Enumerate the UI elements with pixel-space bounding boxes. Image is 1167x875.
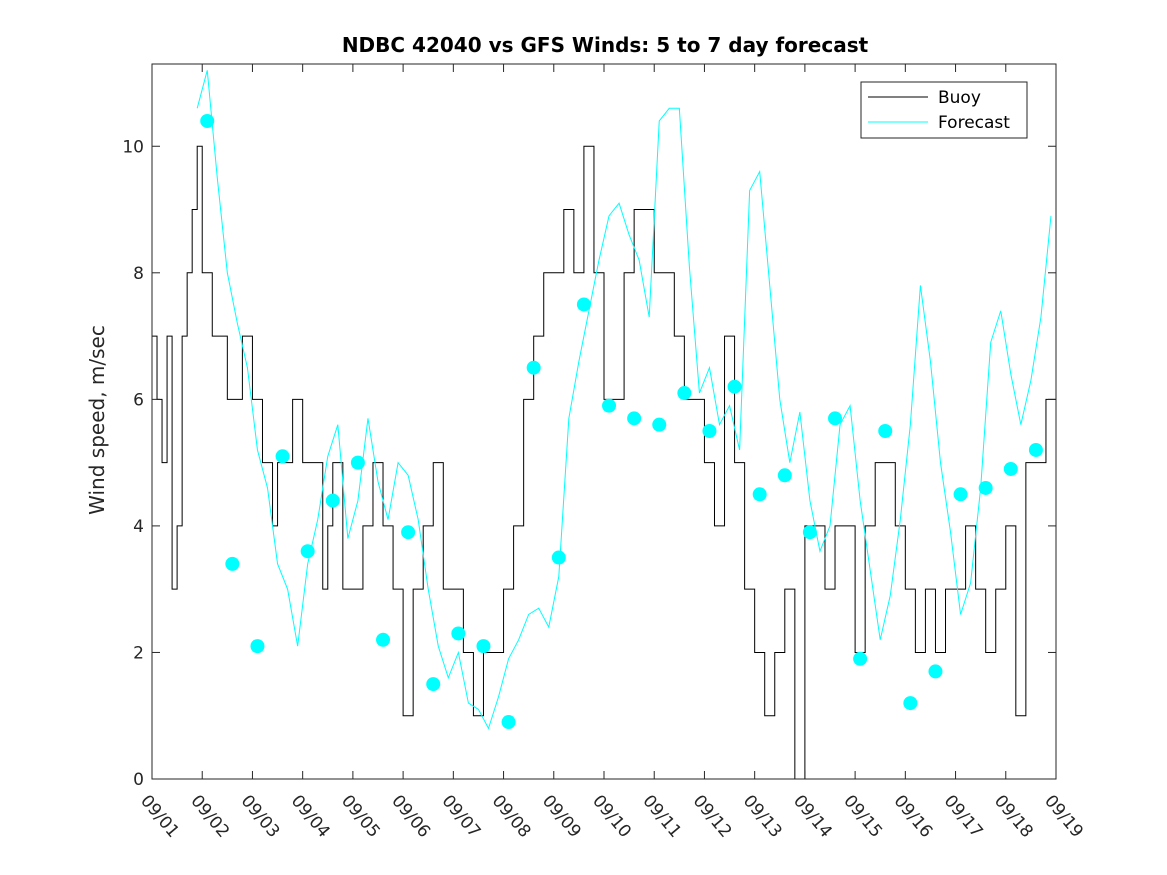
forecast-marker	[576, 297, 591, 312]
forecast-marker	[275, 449, 290, 464]
forecast-marker	[627, 411, 642, 426]
y-tick-label: 6	[133, 390, 144, 410]
forecast-marker	[677, 386, 692, 401]
forecast-marker	[350, 455, 365, 470]
y-tick-label: 0	[133, 770, 144, 790]
x-tick-label: 09/02	[186, 791, 233, 841]
forecast-marker	[1003, 461, 1018, 476]
series-buoy-line	[152, 145, 1056, 779]
x-tick-label: 09/08	[488, 791, 535, 841]
forecast-marker	[928, 664, 943, 679]
legend: Buoy Forecast	[860, 81, 1028, 139]
forecast-marker	[376, 632, 391, 647]
forecast-marker	[652, 417, 667, 432]
x-tick-label: 09/18	[990, 791, 1037, 841]
x-tick-label: 09/19	[1040, 791, 1087, 841]
y-tick-label: 10	[122, 137, 144, 157]
forecast-marker	[853, 651, 868, 666]
forecast-marker	[451, 626, 466, 641]
x-tick-label: 09/09	[538, 791, 585, 841]
forecast-marker	[426, 677, 441, 692]
plot-frame	[151, 63, 1057, 780]
forecast-marker	[401, 525, 416, 540]
x-tick-label: 09/17	[940, 791, 987, 841]
forecast-marker	[903, 696, 918, 711]
forecast-marker	[752, 487, 767, 502]
legend-forecast-label: Forecast	[938, 113, 1010, 133]
y-tick-label: 8	[133, 264, 144, 284]
x-tick-label: 09/01	[136, 791, 183, 841]
y-tick-label: 4	[133, 517, 144, 537]
forecast-marker	[802, 525, 817, 540]
series-forecast-line	[196, 70, 1052, 730]
x-tick-label: 09/16	[890, 791, 937, 841]
forecast-marker	[551, 550, 566, 565]
x-tick-label: 09/12	[689, 791, 736, 841]
legend-box	[860, 81, 1028, 139]
series-layer	[152, 70, 1056, 779]
forecast-marker	[225, 556, 240, 571]
forecast-marker	[953, 487, 968, 502]
forecast-marker	[602, 398, 617, 413]
x-tick-label: 09/11	[638, 791, 685, 841]
legend-buoy-label: Buoy	[938, 88, 981, 108]
forecast-marker	[727, 379, 742, 394]
forecast-marker	[878, 423, 893, 438]
x-tick-label: 09/05	[337, 791, 384, 841]
forecast-marker	[325, 493, 340, 508]
y-axis-label: Wind speed, m/sec	[85, 325, 109, 515]
x-tick-label: 09/14	[789, 791, 836, 841]
y-axis: 0 2 4 6 8 10	[122, 137, 1056, 790]
forecast-marker	[200, 113, 215, 128]
forecast-marker	[476, 639, 491, 654]
forecast-marker	[978, 480, 993, 495]
marker-layer	[200, 113, 1043, 730]
x-tick-label: 09/13	[739, 791, 786, 841]
x-tick-label: 09/07	[438, 791, 485, 841]
x-tick-label: 09/06	[387, 791, 434, 841]
forecast-marker	[526, 360, 541, 375]
chart-title: NDBC 42040 vs GFS Winds: 5 to 7 day fore…	[342, 33, 869, 57]
forecast-marker	[501, 715, 516, 730]
x-tick-label: 09/03	[237, 791, 284, 841]
forecast-marker	[702, 423, 717, 438]
forecast-marker	[1028, 442, 1043, 457]
x-tick-label: 09/15	[839, 791, 886, 841]
forecast-marker	[300, 544, 315, 559]
y-tick-label: 2	[133, 643, 144, 663]
forecast-marker	[828, 411, 843, 426]
x-tick-label: 09/04	[287, 791, 334, 841]
x-tick-label: 09/10	[588, 791, 635, 841]
forecast-marker	[250, 639, 265, 654]
forecast-marker	[777, 468, 792, 483]
